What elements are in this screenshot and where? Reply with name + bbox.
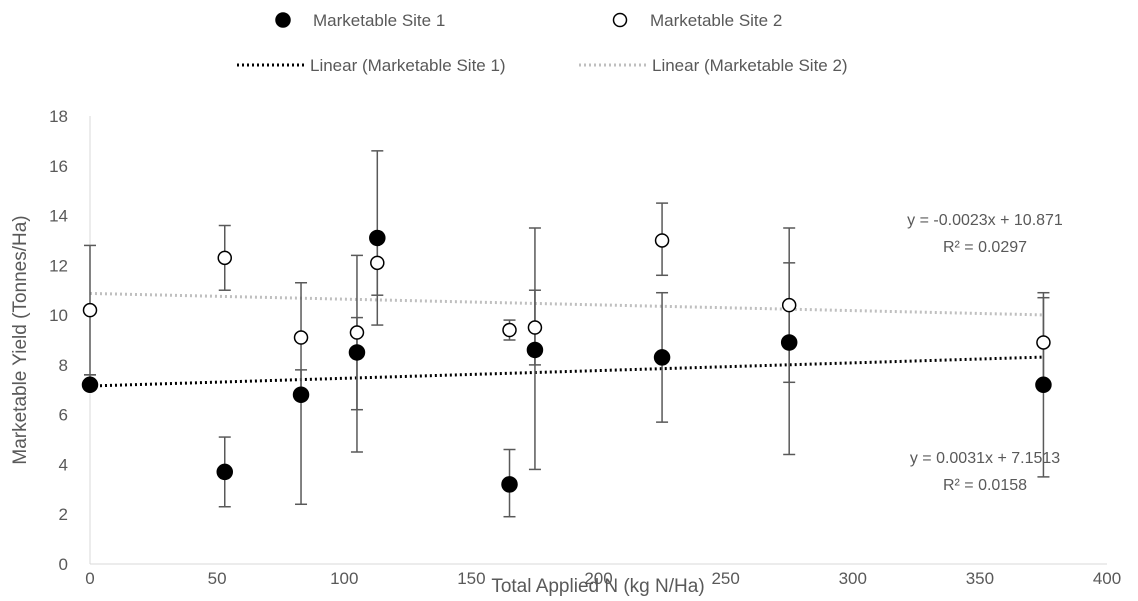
point-site-2-0 <box>82 302 98 318</box>
point-site-1-3 <box>348 344 366 361</box>
error-bar-site-1-6 <box>528 289 541 471</box>
point-site-1-7 <box>653 349 671 366</box>
x-tick-label-100: 100 <box>330 569 358 588</box>
y-tick-label-16: 16 <box>49 157 68 176</box>
point-site-1-8 <box>780 334 798 351</box>
point-site-2-5 <box>502 322 517 338</box>
x-axis-title: Total Applied N (kg N/Ha) <box>491 576 704 597</box>
trendline-site-2 <box>89 291 1044 317</box>
data-points <box>81 229 1052 493</box>
point-site-2-3 <box>349 325 365 340</box>
point-site-1-4 <box>369 229 386 247</box>
legend-marker-site-2 <box>612 12 628 28</box>
legend-label-linear-site-1: Linear (Marketable Site 1) <box>310 56 506 75</box>
y-tick-labels: 0 2 4 6 8 10 12 14 16 18 <box>49 107 68 574</box>
point-site-1-1 <box>216 463 234 481</box>
x-tick-label-250: 250 <box>711 569 739 588</box>
error-bar-site-1-8 <box>783 262 796 456</box>
y-tick-label-2: 2 <box>59 505 68 524</box>
trendline-equation-site-1: y = 0.0031x + 7.1513 <box>910 450 1060 467</box>
trendline-r2-site-2: R² = 0.0297 <box>943 239 1027 256</box>
point-site-2-8 <box>781 297 797 313</box>
point-site-2-6 <box>527 320 543 335</box>
legend-label-site-1: Marketable Site 1 <box>313 11 445 30</box>
legend-marker-site-1 <box>275 12 291 28</box>
y-tick-label-6: 6 <box>59 406 68 425</box>
y-tick-label-8: 8 <box>59 356 68 375</box>
point-site-1-2 <box>292 386 310 404</box>
point-site-1-0 <box>81 376 99 394</box>
legend-label-linear-site-2: Linear (Marketable Site 2) <box>652 56 848 75</box>
x-tick-labels: 0 50 100 150 200 250 300 350 400 <box>85 569 1121 588</box>
legend-label-site-2: Marketable Site 2 <box>650 11 782 30</box>
point-site-2-9 <box>1036 335 1051 350</box>
y-axis-title: Marketable Yield (Tonnes/Ha) <box>10 215 31 464</box>
x-tick-label-200: 200 <box>584 569 612 588</box>
trendlines <box>89 291 1044 388</box>
y-tick-label-18: 18 <box>49 107 68 126</box>
point-site-1-5 <box>501 476 518 493</box>
error-bars <box>84 150 1050 518</box>
y-tick-label-14: 14 <box>49 207 68 226</box>
x-tick-label-0: 0 <box>85 569 94 588</box>
trendline-r2-site-1: R² = 0.0158 <box>943 477 1027 494</box>
y-tick-label-0: 0 <box>59 555 68 574</box>
x-tick-label-50: 50 <box>208 569 227 588</box>
legend: Marketable Site 1 Marketable Site 2 Line… <box>237 11 848 75</box>
x-tick-label-400: 400 <box>1093 569 1121 588</box>
point-site-1-9 <box>1035 376 1052 394</box>
trendline-equation-site-2: y = -0.0023x + 10.871 <box>907 212 1063 229</box>
trendline-site-1 <box>89 355 1044 388</box>
y-tick-label-12: 12 <box>49 256 68 275</box>
y-tick-label-4: 4 <box>59 455 68 474</box>
x-tick-label-350: 350 <box>966 569 994 588</box>
x-tick-label-300: 300 <box>839 569 867 588</box>
error-bar-site-1-3 <box>350 316 363 453</box>
y-tick-label-10: 10 <box>49 306 68 325</box>
point-site-2-2 <box>293 330 309 345</box>
x-tick-label-150: 150 <box>457 569 485 588</box>
point-site-2-1 <box>217 250 233 266</box>
point-site-1-6 <box>526 341 544 359</box>
point-site-2-7 <box>654 233 670 248</box>
point-site-2-4 <box>370 255 385 271</box>
